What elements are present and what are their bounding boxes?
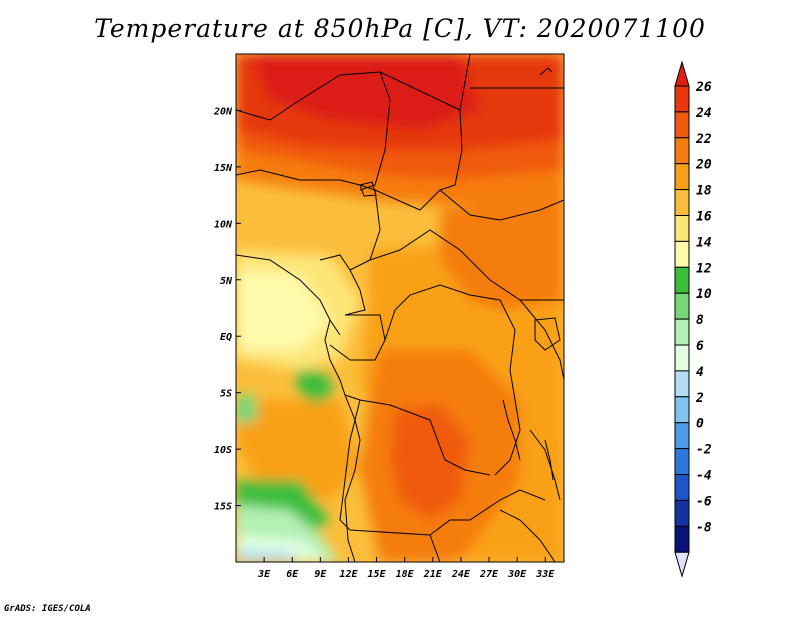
colorbar-box-15 [674, 448, 690, 476]
border-south-1 [429, 534, 441, 562]
temperature-map [236, 54, 564, 562]
y-tick-label-15S: 15S [214, 502, 232, 513]
border-gabon [329, 314, 386, 361]
border-north-3 [459, 54, 471, 111]
coast-west [324, 319, 361, 562]
colorbar-box-8 [674, 266, 690, 294]
colorbar-label-20: 20 [695, 158, 712, 173]
colorbar-box-9 [674, 292, 690, 320]
x-axis: 3E 6E 9E 12E 15E 18E 21E 24E 27E 30E 33E [257, 557, 555, 580]
x-tick-label-33E: 33E [535, 569, 555, 580]
y-tick-label-10S: 10S [214, 445, 232, 456]
colorbar-box-18 [674, 525, 690, 553]
colorbar-label-6: 6 [696, 339, 704, 354]
colorbar-box-11 [674, 344, 690, 372]
x-tick-label-3E: 3E [257, 569, 271, 580]
colorbar-box-6 [674, 215, 690, 242]
x-tick-label-18E: 18E [396, 569, 415, 580]
x-tick-label-9E: 9E [314, 569, 327, 580]
border-angola [339, 394, 431, 536]
colorbar-box-3 [674, 137, 690, 165]
field-green-patch-kongo [295, 370, 335, 404]
colorbar-label-4: 4 [696, 365, 704, 380]
y-tick-label-5N: 5N [220, 276, 233, 287]
colorbar-label-10: 10 [696, 287, 712, 302]
field-north-core [250, 54, 480, 130]
country-borders [236, 54, 564, 562]
y-tick-label-20N: 20N [213, 106, 233, 117]
colorbar-box-7 [674, 240, 690, 268]
colorbar-label-16: 16 [696, 210, 712, 225]
colorbar-label-14: 14 [696, 235, 712, 250]
border-congo [384, 284, 501, 341]
border-south-2 [499, 509, 556, 562]
colorbar-label-24: 24 [695, 106, 712, 121]
border-drc-south [359, 399, 491, 476]
x-tick-label-12E: 12E [339, 569, 358, 580]
x-tick-label-24E: 24E [451, 569, 471, 580]
colorbar-top-triangle [674, 60, 690, 87]
colorbar-box-10 [674, 318, 690, 346]
y-tick-label-5S: 5S [220, 389, 232, 400]
x-tick-label-6E: 6E [286, 569, 299, 580]
colorbar-box-2 [674, 111, 690, 139]
colorbar-label-0: 0 [696, 417, 704, 432]
colorbar-box-16 [674, 474, 690, 501]
colorbar-label-8: 8 [696, 313, 704, 328]
colorbar-box-13 [674, 396, 690, 424]
x-tick-label-15E: 15E [368, 569, 387, 580]
x-tick-label-21E: 21E [423, 569, 443, 580]
lake-malawi [544, 439, 554, 481]
colorbar-box-14 [674, 422, 690, 450]
colorbar-label-26: 26 [695, 80, 712, 95]
y-axis: 20N 15N 10N 5N EQ 5S 10S 15S [213, 106, 241, 513]
x-tick-label-30E: 30E [507, 569, 527, 580]
border-zambia [429, 489, 546, 536]
field-blue-corner [236, 550, 300, 562]
colorbar-label--6: -6 [696, 494, 712, 509]
lake-victoria [534, 317, 561, 351]
field-18-20-angola [236, 400, 360, 500]
colorbar-label--8: -8 [696, 520, 712, 535]
colorbar-label-18: 18 [696, 184, 712, 199]
colorbar-box-1 [674, 85, 690, 113]
field-green-patch-w [236, 395, 258, 425]
border-north-2 [379, 71, 463, 191]
colorbar-label--4: -4 [696, 469, 712, 484]
colorbar-label--2: -2 [696, 443, 712, 458]
y-tick-label-EQ: EQ [220, 332, 232, 343]
colorbar-bottom-triangle [674, 551, 690, 578]
grads-credit: GrADS: IGES/COLA [4, 604, 91, 614]
field-24-26-zambia [390, 405, 470, 520]
field-22-24-east [440, 200, 564, 310]
colorbar-box-17 [674, 499, 690, 527]
lake-chad [359, 181, 377, 197]
field-14-16-west [236, 270, 330, 350]
colorbar-box-4 [674, 163, 690, 191]
lake-northeast [539, 67, 553, 76]
border-cameroon [319, 254, 366, 316]
border-gulf [236, 254, 341, 336]
border-chad-car [374, 189, 564, 221]
y-tick-label-15N: 15N [214, 163, 233, 174]
colorbar-label-22: 22 [695, 132, 712, 147]
border-east-2 [529, 429, 561, 501]
plot-frame [235, 53, 565, 563]
y-tick-label-10N: 10N [214, 219, 233, 230]
colorbar-label-2: 2 [695, 391, 704, 406]
chart-title: Temperature at 850hPa [C], VT: 202007110… [94, 14, 706, 43]
border-drc-east [494, 299, 521, 476]
colorbar-box-12 [674, 370, 690, 398]
colorbar-box-5 [674, 189, 690, 217]
x-tick-label-27E: 27E [479, 569, 499, 580]
colorbar-label-12: 12 [696, 261, 712, 276]
lake-tanganyika [502, 399, 521, 461]
